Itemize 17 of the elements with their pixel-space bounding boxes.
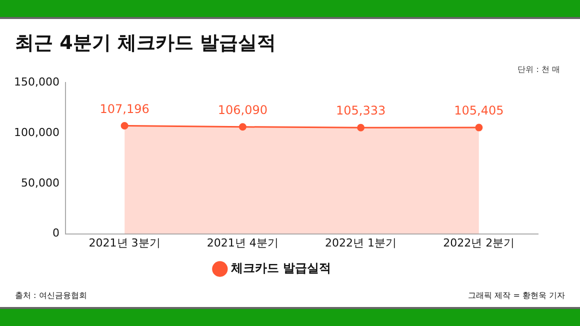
data-label: 106,090 bbox=[218, 102, 268, 117]
legend-label: 체크카드 발급실적 bbox=[230, 261, 332, 276]
text: 그래픽 제작 = 황현욱 기자 bbox=[468, 290, 565, 301]
x-tick-label: 2021년 4분기 bbox=[206, 236, 278, 250]
x-tick-label: 2021년 3분기 bbox=[88, 236, 160, 250]
data-label: 105,405 bbox=[454, 104, 504, 118]
x-tick-label: 2022년 1분기 bbox=[325, 236, 397, 250]
data-label: 107,196 bbox=[100, 102, 150, 116]
y-tick-label: 0 bbox=[52, 226, 60, 240]
x-tick-label: 2022년 2분기 bbox=[443, 236, 515, 250]
source-note: 출처 : 여신금융협회 bbox=[15, 290, 87, 301]
chart-title: 최근 4분기 체크카드 발급실적 bbox=[15, 31, 276, 56]
y-tick-label: 100,000 bbox=[14, 126, 60, 139]
y-tick-label: 50,000 bbox=[20, 176, 60, 190]
y-tick-label: 150,000 bbox=[14, 75, 60, 88]
data-label: 105,333 bbox=[336, 104, 386, 118]
text: 단위 : 천 매 bbox=[518, 64, 560, 75]
